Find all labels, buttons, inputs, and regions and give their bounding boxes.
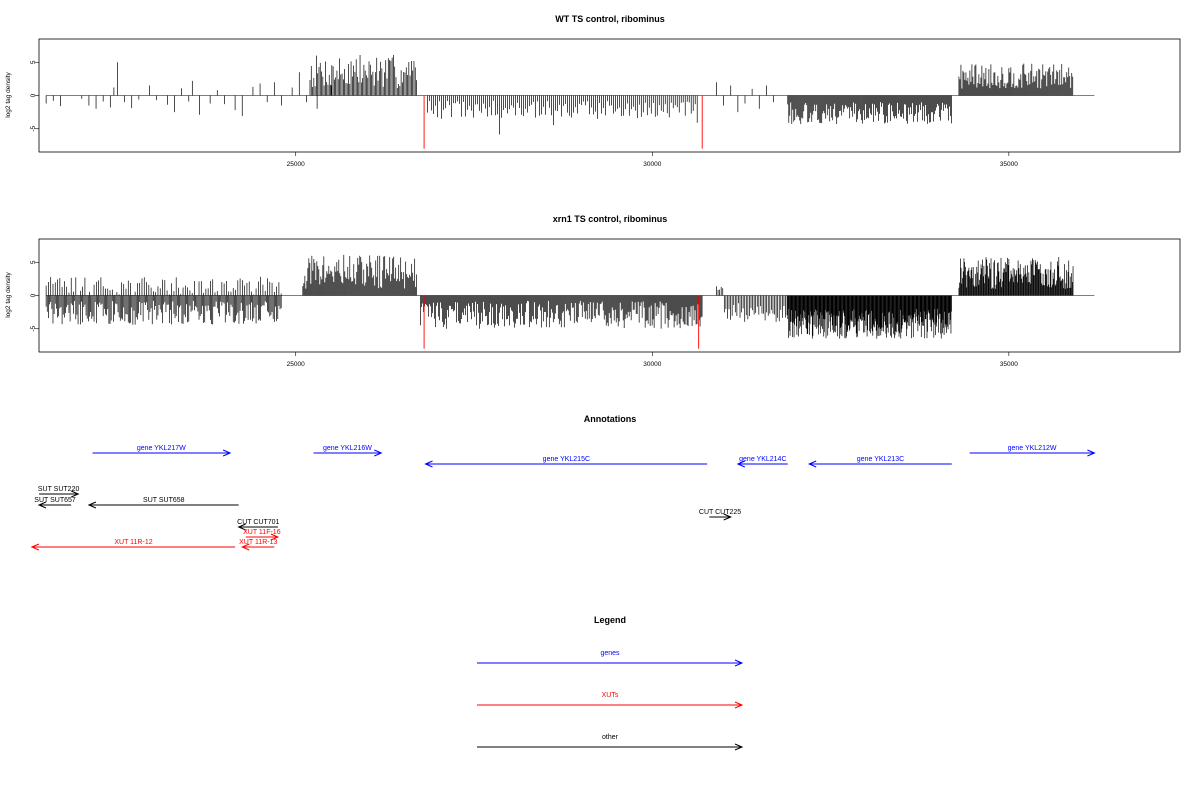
y-tick-label: 5 bbox=[30, 260, 37, 264]
legend-label: other bbox=[602, 734, 619, 741]
feature-label: gene YKL212W bbox=[1008, 445, 1057, 452]
feature-arrowhead bbox=[1087, 449, 1096, 457]
annotations-title: Annotations bbox=[584, 414, 637, 424]
annotation-feature: gene YKL214C bbox=[736, 456, 788, 468]
feature-label: XUT 11R-12 bbox=[114, 539, 152, 546]
annotation-feature: gene YKL216W bbox=[313, 445, 383, 457]
xrn1-panel: xrn1 TS control, ribominus -5 0 5 25000 3000… bbox=[5, 214, 1181, 368]
xrn1-y-axis-label: log2 tag density bbox=[5, 271, 12, 317]
feature-arrowhead bbox=[37, 501, 47, 509]
legend-label: genes bbox=[600, 650, 620, 657]
feature-label: gene YKL213C bbox=[857, 456, 904, 463]
legend-arrowhead bbox=[734, 743, 744, 751]
feature-label: CUT CUT225 bbox=[699, 509, 741, 516]
y-tick-label: 0 bbox=[30, 293, 37, 297]
feature-arrowhead bbox=[723, 513, 733, 521]
legend-item: genes bbox=[477, 650, 744, 667]
wt-bars bbox=[45, 55, 1095, 149]
feature-arrowhead bbox=[807, 460, 817, 468]
annotations-panel: Annotations gene YKL217W gene YKL216Wgene… bbox=[30, 414, 1096, 551]
annotation-feature: gene YKL212W bbox=[969, 445, 1096, 457]
feature-arrowhead bbox=[374, 449, 383, 457]
xrn1-axes: -5 0 5 25000 30000 35000 bbox=[30, 260, 1018, 368]
feature-label: SUT SUT657 bbox=[34, 497, 76, 504]
feature-arrowhead bbox=[30, 543, 40, 551]
annotation-feature: CUT CUT701 bbox=[237, 519, 280, 531]
feature-label: XUT 11F-16 bbox=[243, 529, 281, 536]
annotation-feature: gene YKL215C bbox=[424, 456, 708, 468]
y-tick-label: 5 bbox=[30, 60, 37, 64]
feature-label: SUT SUT220 bbox=[38, 486, 80, 493]
legend-label: XUTs bbox=[602, 692, 619, 699]
annotation-feature: gene YKL213C bbox=[807, 456, 952, 468]
x-tick-label: 35000 bbox=[1000, 161, 1018, 168]
x-tick-label: 35000 bbox=[1000, 361, 1018, 368]
annotation-feature: gene YKL217W bbox=[92, 445, 232, 457]
feature-label: CUT CUT701 bbox=[237, 519, 279, 526]
feature-arrowhead bbox=[424, 460, 433, 468]
xrn1-bars bbox=[45, 254, 1095, 349]
legend-title: Legend bbox=[594, 615, 626, 625]
legend-item: XUTs bbox=[477, 692, 744, 709]
legend-arrowhead bbox=[734, 659, 744, 667]
feature-arrowhead bbox=[240, 543, 250, 551]
annotation-feature: SUT SUT658 bbox=[87, 497, 239, 509]
feature-arrowhead bbox=[222, 449, 232, 457]
x-tick-label: 25000 bbox=[287, 161, 305, 168]
feature-label: gene YKL214C bbox=[739, 456, 786, 463]
feature-arrowhead bbox=[270, 533, 280, 541]
xrn1-panel-title: xrn1 TS control, ribominus bbox=[553, 214, 668, 224]
wt-panel: WT TS control, ribominus -5 0 5 25000 30000 3… bbox=[5, 14, 1181, 168]
feature-label: SUT SUT658 bbox=[143, 497, 185, 504]
feature-label: gene YKL217W bbox=[137, 445, 186, 452]
legend: Legend genes XUTs other bbox=[477, 615, 744, 751]
feature-arrowhead bbox=[237, 523, 246, 531]
feature-arrowhead bbox=[87, 501, 97, 509]
legend-items: genes XUTs other bbox=[477, 650, 744, 751]
annotation-feature: XUT 11R-12 bbox=[30, 539, 236, 551]
wt-panel-title: WT TS control, ribominus bbox=[555, 14, 665, 24]
annotation-feature: XUT 11F-16 bbox=[243, 529, 281, 541]
y-tick-label: 0 bbox=[30, 93, 37, 97]
annotation-feature: SUT SUT657 bbox=[34, 497, 76, 509]
annotation-feature: CUT CUT225 bbox=[699, 509, 741, 521]
feature-label: gene YKL216W bbox=[323, 445, 372, 452]
x-tick-label: 25000 bbox=[287, 361, 305, 368]
annotation-features: gene YKL217W gene YKL216W gene YKL215C gene… bbox=[30, 445, 1096, 551]
feature-label: XUT 11R-13 bbox=[239, 539, 277, 546]
legend-arrowhead bbox=[734, 701, 744, 709]
feature-arrowhead bbox=[736, 460, 746, 468]
wt-axes: -5 0 5 25000 30000 35000 bbox=[30, 60, 1018, 168]
y-tick-label: -5 bbox=[30, 125, 37, 131]
x-tick-label: 30000 bbox=[643, 361, 661, 368]
feature-label: gene YKL215C bbox=[543, 456, 590, 463]
annotation-feature: SUT SUT220 bbox=[38, 486, 80, 498]
legend-item: other bbox=[477, 734, 744, 751]
x-tick-label: 30000 bbox=[643, 161, 661, 168]
y-tick-label: -5 bbox=[30, 325, 37, 331]
wt-y-axis-label: log2 tag density bbox=[5, 71, 12, 117]
annotation-feature: XUT 11R-13 bbox=[239, 539, 278, 551]
feature-arrowhead bbox=[71, 490, 80, 498]
